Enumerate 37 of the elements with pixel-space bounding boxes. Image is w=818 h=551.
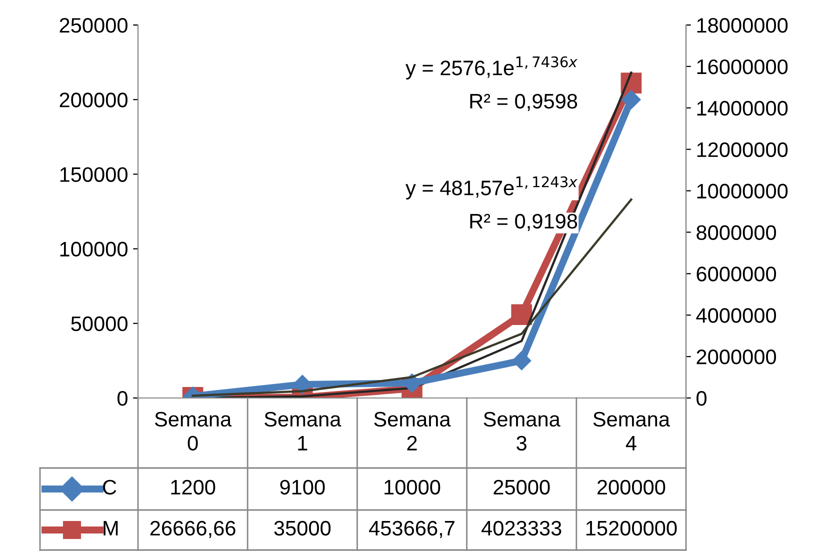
y-tick-label: 250000	[60, 18, 128, 33]
x-tick-label: Semana 2	[374, 412, 451, 450]
legend-label: M	[104, 521, 118, 536]
y2-tick-label: 4000000	[696, 308, 776, 323]
data-label: 35000	[274, 520, 331, 536]
annotation: y = 2576,1e$^{1,7436x}$	[406, 56, 578, 80]
annotation: R² = 0,9198	[470, 214, 578, 232]
annotation: R² = 0,9598	[470, 94, 578, 112]
data-label: 25000	[494, 480, 550, 495]
y2-tick-label: 2000000	[696, 350, 776, 364]
x-tick-label: Semana 1	[264, 412, 342, 450]
y2-tick-label: 18000000	[697, 18, 788, 33]
data-label: 10000	[384, 480, 440, 495]
y-tick-label: 50000	[71, 316, 128, 332]
y-tick-label: 0	[118, 391, 128, 406]
legend-label: C	[103, 480, 116, 495]
y-tick-label: 150000	[60, 167, 128, 182]
data-label: 4023333	[482, 520, 562, 536]
y-tick-label: 200000	[60, 92, 128, 108]
y-tick-label: 100000	[60, 242, 128, 257]
data-label: 26666,66	[150, 520, 236, 538]
data-label: 200000	[597, 480, 666, 495]
x-tick-label: Semana 4	[593, 412, 670, 450]
y2-tick-label: 8000000	[696, 225, 776, 240]
y2-tick-label: 6000000	[696, 266, 776, 282]
y2-tick-label: 0	[696, 391, 706, 406]
x-tick-label: Semana 0	[154, 412, 232, 451]
data-label: 15200000	[586, 520, 677, 536]
y2-tick-label: 12000000	[697, 142, 788, 158]
data-label: 453666,7	[369, 520, 454, 538]
x-tick-label: Semana 3	[484, 412, 560, 451]
y2-tick-label: 14000000	[697, 100, 788, 116]
y2-tick-label: 10000000	[697, 184, 788, 199]
data-label: 1200	[171, 480, 216, 495]
annotation: y = 481,57e$^{1,1243x}$	[406, 176, 578, 200]
y2-tick-label: 16000000	[697, 59, 788, 74]
data-label: 9100	[280, 480, 325, 495]
